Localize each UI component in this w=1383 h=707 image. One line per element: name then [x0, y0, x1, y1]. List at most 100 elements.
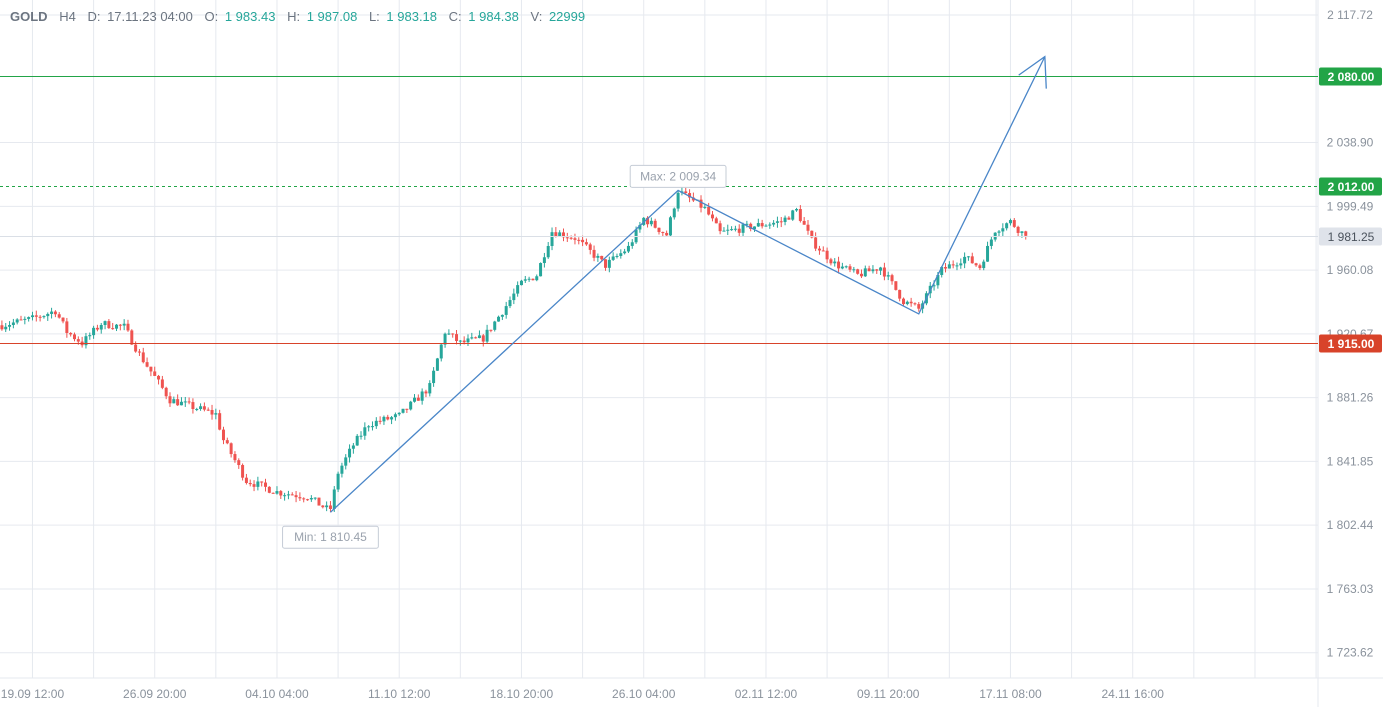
candle: [1024, 230, 1028, 240]
candle-body: [1020, 231, 1024, 233]
candle-body: [214, 413, 218, 415]
candle: [61, 317, 65, 324]
candle: [577, 237, 581, 245]
candle-body: [99, 324, 103, 330]
candle: [65, 317, 69, 338]
date-caption: D:: [87, 9, 101, 24]
candle: [917, 302, 921, 312]
candle: [806, 220, 810, 235]
candle-body: [11, 322, 15, 326]
candle: [795, 207, 799, 212]
candle: [187, 397, 191, 405]
candle: [890, 273, 894, 285]
candle: [535, 274, 539, 282]
candle-body: [500, 314, 504, 317]
candle: [153, 366, 157, 377]
candle: [413, 394, 417, 403]
candle-body: [195, 408, 199, 410]
candle-body: [470, 337, 474, 339]
candle: [844, 265, 848, 269]
candle: [27, 316, 31, 322]
candle: [233, 451, 237, 463]
candle-body: [737, 228, 741, 233]
candle: [676, 190, 680, 212]
candle: [653, 218, 657, 229]
candle-body: [554, 232, 558, 237]
candle-body: [573, 238, 577, 240]
candle: [565, 232, 569, 242]
candle: [160, 375, 164, 390]
candle-body: [783, 217, 787, 222]
candle: [306, 498, 310, 501]
candle: [416, 394, 420, 401]
candle: [783, 215, 787, 226]
candle-body: [584, 242, 588, 245]
candle: [256, 476, 260, 491]
candle: [378, 416, 382, 425]
candle-body: [959, 263, 963, 266]
timeframe-label[interactable]: H4: [59, 9, 76, 24]
candle-body: [710, 214, 714, 219]
candle: [974, 262, 978, 267]
candle: [8, 321, 12, 331]
candle: [115, 323, 119, 332]
candle: [432, 367, 436, 387]
candle-body: [619, 253, 623, 256]
candle: [997, 230, 1001, 237]
candle-body: [886, 275, 890, 277]
candle: [703, 204, 707, 209]
candle: [290, 492, 294, 496]
candle-body: [745, 223, 749, 225]
candle-body: [84, 336, 88, 346]
candle-body: [646, 217, 650, 225]
candle-body: [15, 319, 19, 323]
candle-body: [107, 321, 111, 329]
candle-body: [699, 199, 703, 208]
candle: [894, 281, 898, 291]
candle: [947, 261, 951, 269]
price-level-tag: [1319, 334, 1382, 353]
candle-body: [290, 494, 294, 496]
candle-body: [714, 218, 718, 224]
candle-body: [630, 242, 634, 246]
candle: [149, 366, 153, 377]
candle: [374, 417, 378, 429]
candle-body: [0, 325, 4, 330]
trend-projection-line: [330, 56, 1046, 513]
open-caption: O:: [204, 9, 219, 24]
candle-body: [432, 370, 436, 384]
candle: [88, 332, 92, 340]
candle-body: [600, 255, 604, 260]
candle: [623, 248, 627, 255]
time-tick-label: 26.10 04:00: [612, 687, 676, 701]
time-tick-label: 11.10 12:00: [368, 687, 431, 701]
volume-caption: V:: [530, 9, 543, 24]
candle: [370, 421, 374, 431]
candle: [46, 312, 50, 321]
candle: [428, 380, 432, 397]
candle: [718, 220, 722, 235]
candle-body: [359, 435, 363, 437]
candle-body: [909, 301, 913, 304]
candle: [840, 262, 844, 270]
time-tick-label: 17.11 08:00: [979, 687, 1042, 701]
candle: [202, 402, 206, 412]
candle-body: [447, 333, 451, 335]
candle: [137, 348, 141, 356]
time-tick-label: 02.11 12:00: [735, 687, 798, 701]
candle-body: [126, 323, 130, 331]
candle-body: [569, 237, 573, 239]
candle: [248, 479, 252, 487]
candle-body: [844, 266, 848, 268]
candle: [332, 486, 336, 512]
price-level-value: 1 915.00: [1328, 337, 1375, 351]
candle: [183, 396, 187, 407]
symbol-label[interactable]: GOLD: [10, 9, 48, 24]
candle: [829, 257, 833, 266]
candle: [604, 259, 608, 271]
candle: [405, 408, 409, 413]
candle: [913, 302, 917, 306]
candle: [516, 281, 520, 297]
